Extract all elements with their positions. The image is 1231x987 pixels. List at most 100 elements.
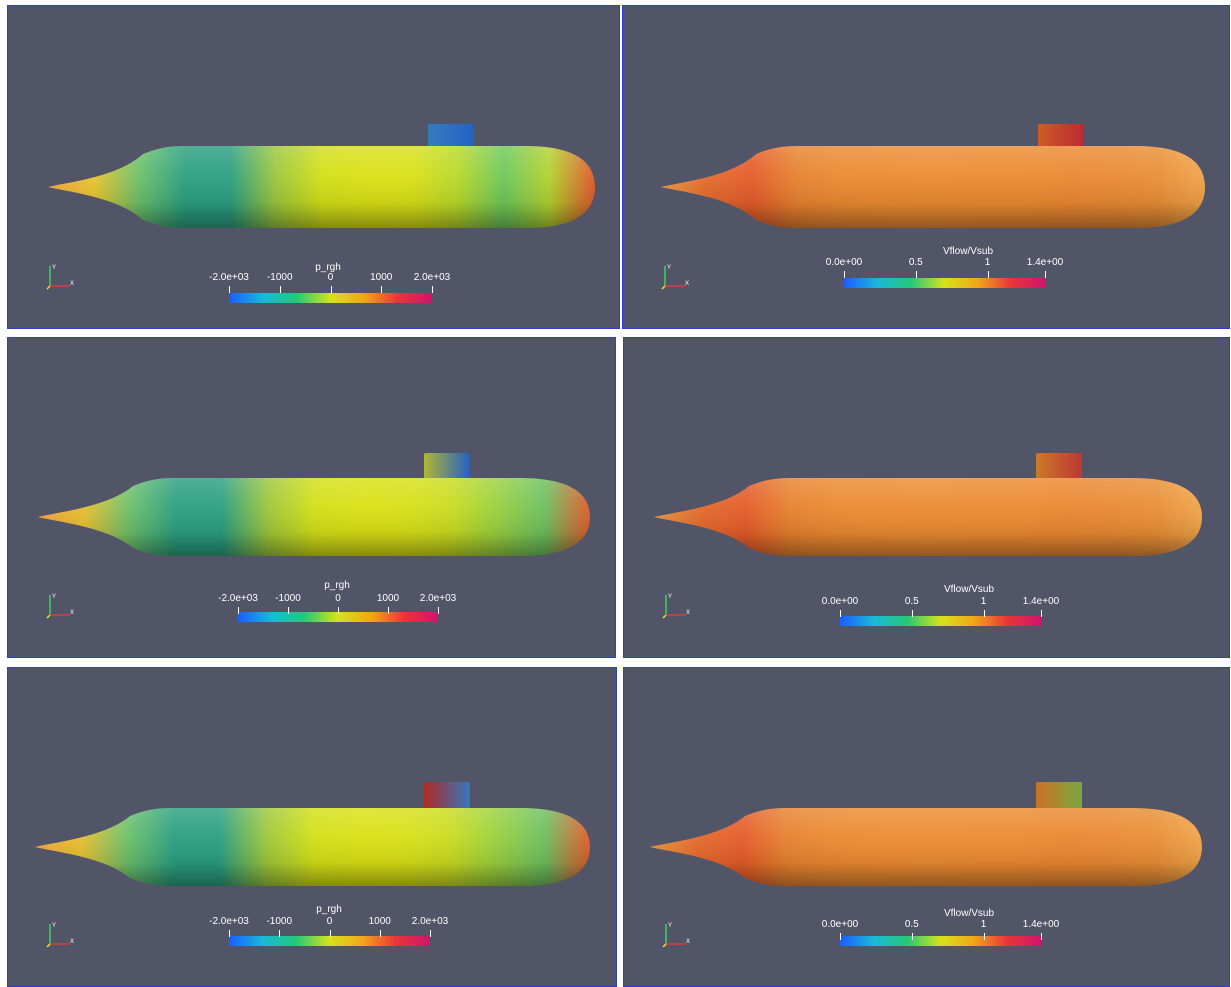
colorbar-title: p_rgh	[316, 904, 342, 915]
scene-3d[interactable]	[8, 6, 619, 328]
colorbar-tick-mark	[329, 930, 331, 937]
svg-text:Y: Y	[52, 265, 56, 271]
colorbar-tick-label: 1.4e+00	[1022, 919, 1060, 930]
colorbar-title: Vflow/Vsub	[943, 908, 995, 919]
scene-3d[interactable]	[624, 338, 1229, 657]
colorbar-tick-mark	[1041, 610, 1042, 617]
colorbar-tick-label: 1	[984, 257, 991, 268]
colorbar-tick-label: 1000	[368, 916, 391, 927]
hull-shading	[650, 808, 1202, 886]
colorbar-tick-label: 2.0e+03	[411, 916, 449, 927]
colorbar-tick-mark	[1045, 271, 1046, 278]
colorbar-tick-mark	[229, 930, 230, 937]
scene-3d[interactable]	[8, 668, 616, 986]
scene-3d[interactable]	[624, 668, 1229, 986]
colorbar-tick-mark	[983, 933, 985, 940]
render-view-r2-velocity[interactable]: Y X Vflow/Vsub 0.0e+00 0.5 1 1.4e+00	[623, 337, 1230, 658]
colorbar-tick-mark	[1041, 933, 1042, 940]
colorbar-tick-mark	[330, 286, 332, 293]
colorbar-tick-mark	[911, 933, 913, 940]
orientation-axes-icon: Y X	[657, 260, 691, 290]
hull-shading	[35, 808, 590, 886]
colorbar-tick-mark	[432, 286, 433, 293]
colorbar-tick-label: 1	[980, 919, 987, 930]
colorbar-tick-mark	[388, 607, 389, 614]
colorbar-tick-label: 0	[327, 272, 334, 283]
colorbar-tick-mark	[430, 930, 431, 937]
render-view-r3-velocity[interactable]: Y X Vflow/Vsub 0.0e+00 0.5 1 1.4e+00	[623, 667, 1230, 987]
hull-shading	[38, 478, 590, 556]
colorbar-tick-mark	[844, 271, 845, 278]
colorbar-title: Vflow/Vsub	[942, 246, 994, 257]
colorbar-gradient	[229, 293, 432, 303]
svg-text:X: X	[70, 610, 74, 616]
colorbar-tick-label: 2.0e+03	[413, 272, 451, 283]
colorbar-tick-label: 1000	[370, 272, 393, 283]
colorbar-title: Vflow/Vsub	[943, 584, 995, 595]
colorbar-tick-label: 1000	[376, 593, 400, 604]
colorbar-gradient	[844, 278, 1045, 288]
colorbar-tick-label: 0.0e+00	[821, 919, 859, 930]
colorbar-tick-mark	[338, 607, 339, 614]
svg-text:X: X	[686, 939, 690, 945]
svg-text:Y: Y	[668, 594, 672, 600]
colorbar-tick-mark	[840, 933, 841, 940]
colorbar-tick-label: -2.0e+03	[209, 916, 249, 927]
svg-text:X: X	[686, 610, 690, 616]
colorbar-tick-label: 0	[335, 593, 341, 604]
colorbar-title: p_rgh	[324, 580, 350, 591]
colorbar-gradient	[840, 616, 1041, 626]
colorbar-tick-label: 1.4e+00	[1026, 257, 1064, 268]
svg-text:X: X	[70, 281, 74, 287]
render-view-r1-velocity[interactable]: Y X Vflow/Vsub 0.0e+00 0.5 1 1.4e+00	[622, 5, 1230, 329]
orientation-axes-icon: Y X	[42, 260, 76, 290]
colorbar-tick-label: -1000	[266, 272, 293, 283]
orientation-axes-icon: Y X	[42, 918, 76, 948]
colorbar-tick-label: 0.5	[904, 919, 919, 930]
orientation-axes-icon: Y X	[658, 589, 692, 619]
hull-shading	[654, 478, 1202, 556]
colorbar-tick-mark	[379, 930, 381, 937]
orientation-axes-icon: Y X	[658, 918, 692, 948]
hull-shading	[661, 146, 1205, 228]
colorbar-tick-label: 0.5	[904, 596, 919, 607]
colorbar-tick-mark	[229, 286, 230, 293]
colorbar-tick-label: 1	[980, 596, 987, 607]
svg-text:Y: Y	[52, 923, 56, 929]
colorbar-tick-label: 0.0e+00	[821, 596, 859, 607]
colorbar-tick-mark	[438, 607, 439, 614]
hull-shading	[48, 146, 595, 228]
colorbar-tick-mark	[983, 610, 985, 617]
colorbar-tick-mark	[238, 607, 239, 614]
colorbar-tick-label: -1000	[275, 593, 301, 604]
render-view-r1-pressure[interactable]: Y X p_rgh -2.0e+03 -1000 0 1000 2.0e+03	[7, 5, 620, 329]
colorbar-tick-label: -1000	[266, 916, 293, 927]
colorbar-tick-mark	[381, 286, 383, 293]
colorbar-tick-mark	[840, 610, 841, 617]
colorbar-tick-mark	[911, 610, 913, 617]
colorbar-tick-label: 2.0e+03	[419, 593, 457, 604]
svg-text:Y: Y	[52, 594, 56, 600]
colorbar-title: p_rgh	[315, 262, 341, 273]
scene-3d[interactable]	[623, 6, 1229, 328]
render-view-r2-pressure[interactable]: Y X p_rgh -2.0e+03 -1000 0 1000 2.0e+03	[7, 337, 616, 658]
colorbar-tick-label: -2.0e+03	[209, 272, 249, 283]
colorbar-tick-mark	[915, 271, 917, 278]
colorbar-tick-mark	[279, 286, 281, 293]
colorbar-gradient	[229, 936, 430, 946]
colorbar-tick-mark	[288, 607, 289, 614]
colorbar-tick-label: 0	[326, 916, 333, 927]
colorbar-tick-label: 0.0e+00	[825, 257, 863, 268]
orientation-axes-icon: Y X	[42, 589, 76, 619]
colorbar-tick-mark	[987, 271, 989, 278]
svg-text:Y: Y	[667, 265, 671, 271]
render-view-r3-pressure[interactable]: Y X p_rgh -2.0e+03 -1000 0 1000 2.0e+03	[7, 667, 617, 987]
svg-text:X: X	[70, 939, 74, 945]
colorbar-tick-label: -2.0e+03	[218, 593, 258, 604]
colorbar-gradient	[238, 612, 438, 622]
colorbar-tick-label: 1.4e+00	[1022, 596, 1060, 607]
svg-text:Y: Y	[668, 923, 672, 929]
svg-text:X: X	[685, 281, 689, 287]
colorbar-gradient	[840, 936, 1041, 946]
scene-3d[interactable]	[8, 338, 615, 657]
